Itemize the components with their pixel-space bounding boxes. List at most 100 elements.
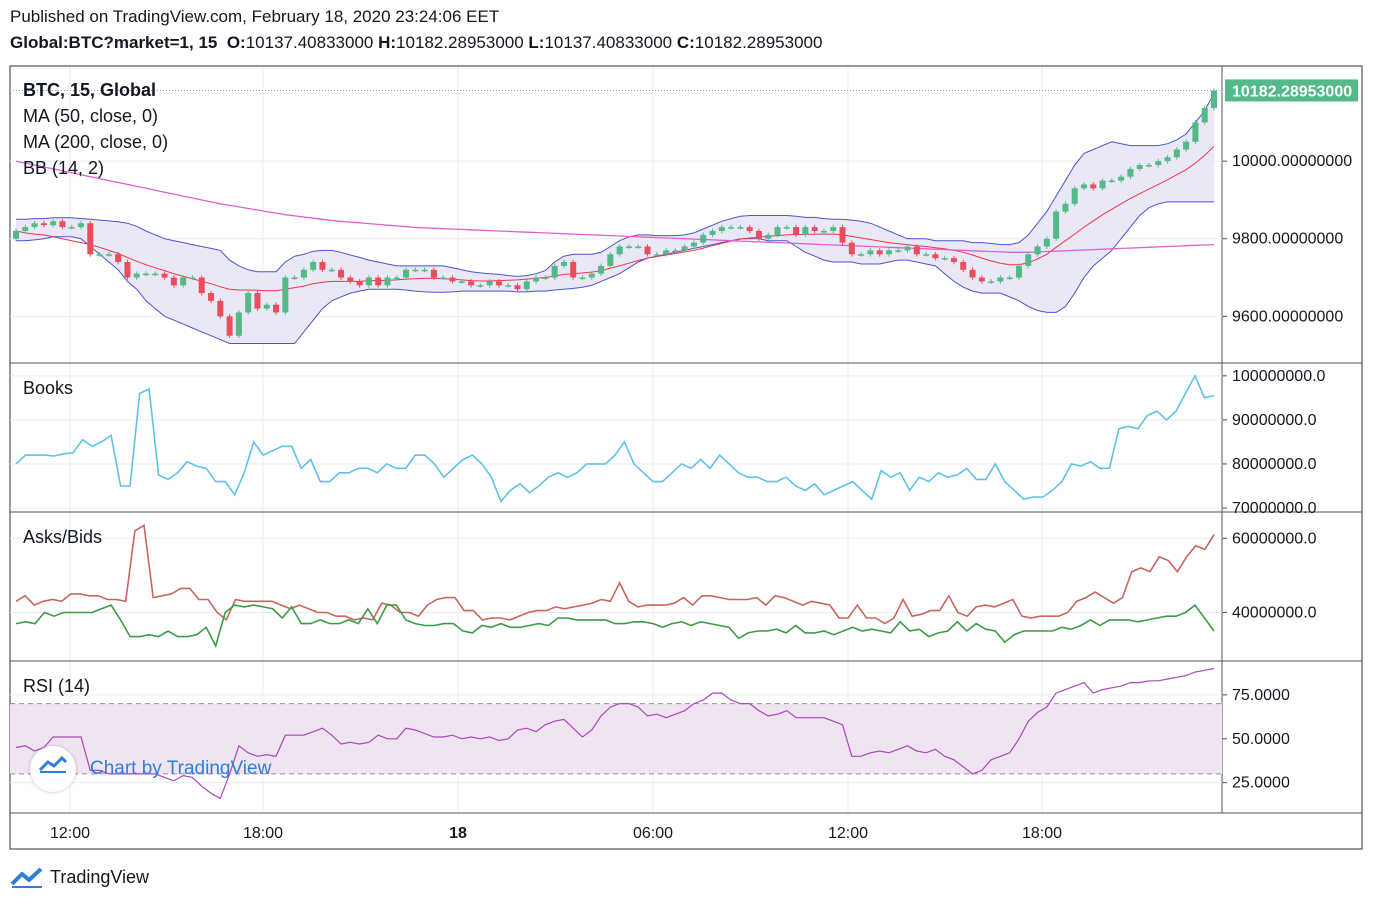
candle-body [319,262,326,270]
watermark-text: Chart by TradingView [90,758,272,779]
asks-bids-legend: Asks/Bids [23,527,102,547]
candle-body [458,281,465,283]
candle-body [941,258,948,260]
candle-body [68,227,75,229]
price-legend-item: BTC, 15, Global [23,80,156,100]
low-value: 10137.40833000 [544,33,673,52]
candle-body [1090,184,1097,189]
last-price-label: 10182.28953000 [1232,83,1352,100]
candle-body [245,293,252,313]
candle-body [1155,161,1162,166]
candle-body [570,262,577,278]
candle-body [300,269,307,278]
candle-body [421,269,428,272]
candle-body [495,281,502,286]
y-tick-label: 60000000.0 [1232,530,1317,547]
high-label: H: [378,33,397,52]
candle-body [1071,188,1078,204]
close-label: C: [676,33,695,52]
candle-body [923,254,930,256]
candle-body [774,227,781,235]
candle-body [375,277,382,286]
candle-body [783,227,790,229]
x-tick-label: 18:00 [243,825,283,842]
ma200-line [15,160,1215,253]
candle-body [607,254,614,266]
candle-body [718,227,725,231]
chart-watermark[interactable]: Chart by TradingView [30,746,271,792]
chart-frame [9,65,1363,850]
candle-body [449,277,456,282]
candle-body [505,285,512,287]
candle-body [616,246,623,255]
candle-body [663,250,670,255]
candle-body [384,277,391,286]
candle-body [356,281,363,286]
candle-body [913,246,920,255]
symbol-label[interactable]: Global:BTC?market=1, 15 [10,33,218,52]
y-tick-label: 90000000.0 [1232,412,1317,429]
candle-body [22,227,29,231]
candle-body [338,269,345,278]
candle-body [737,227,744,229]
candle-body [672,250,679,252]
candle-body [885,250,892,255]
candle-body [533,277,540,282]
candle-body [412,269,419,272]
candle-body [40,223,47,226]
candle-body [1043,238,1050,247]
bb-fill [16,93,1214,344]
y-tick-label: 70000000.0 [1232,500,1317,517]
candle-body [1062,203,1069,212]
bids-line [15,603,1215,649]
close-value: 10182.28953000 [694,33,823,52]
y-tick-label: 9800.00000000 [1232,231,1343,248]
candle-body [1118,176,1125,181]
candle-body [867,250,874,255]
candle-body [198,277,205,294]
y-tick-label: 100000000.0 [1232,368,1326,385]
candle-body [1183,141,1190,150]
candle-body [254,293,261,309]
y-tick-label: 25.0000 [1232,775,1290,792]
candle-body [820,230,827,233]
last-price-badge [1225,79,1358,102]
y-tick-label: 40000000.0 [1232,604,1317,621]
candle-body [765,234,772,239]
low-label: L: [528,33,545,52]
candle-body [96,254,103,256]
candle-body [848,242,855,255]
bb-upper-line [16,93,1215,277]
candle-body [709,230,716,235]
candle-body [1053,211,1060,239]
price-legend-item: BB (14, 2) [23,158,104,178]
candle-body [1201,108,1208,123]
candle-body [263,304,270,309]
y-tick-label: 10000.00000000 [1232,153,1352,170]
candle-body [728,227,735,229]
x-tick-label: 06:00 [633,825,673,842]
candle-body [133,273,140,278]
candle-body [152,273,159,276]
rsi-line [15,667,1215,800]
candle-body [969,269,976,278]
candle-body [690,242,697,247]
candle-body [514,285,521,290]
candle-body [403,269,410,278]
candle-body [1080,184,1087,189]
candle-body [542,277,549,280]
candle-body [291,277,298,280]
candle-body [1006,277,1013,280]
candle-body [124,262,131,278]
open-value: 10137.40833000 [245,33,374,52]
candle-body [978,277,985,282]
asks-line [15,523,1215,625]
price-legend-item: MA (200, close, 0) [23,132,168,152]
candle-body [282,277,289,313]
candle-body [653,254,660,256]
candle-body [746,227,753,231]
candle-body [802,227,809,235]
candle-body [830,227,837,231]
footer-brand[interactable]: TradingView [10,866,149,889]
